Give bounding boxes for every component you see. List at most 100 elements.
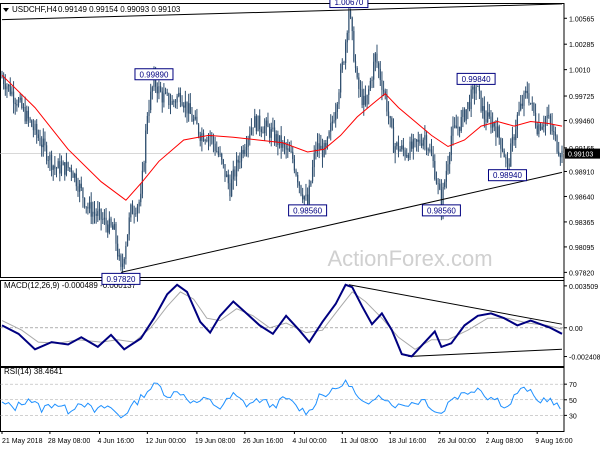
candle-body	[382, 89, 385, 92]
candle-body	[275, 134, 277, 143]
candle-body	[37, 134, 39, 139]
candle-body	[536, 125, 538, 135]
candle-body	[303, 196, 305, 200]
x-tick-label: 4 Jun 16:00	[97, 438, 134, 445]
candle-body	[288, 148, 291, 152]
candle-body	[346, 32, 348, 43]
candle-body	[487, 112, 489, 123]
candle-body	[404, 150, 406, 157]
candle-body	[183, 105, 185, 108]
candle-body	[54, 165, 56, 169]
candle-body	[231, 179, 233, 197]
candle-body	[452, 125, 454, 136]
price-panel-frame	[0, 3, 565, 278]
candle-body	[539, 124, 542, 130]
candle-body	[402, 145, 405, 151]
ohlc-readout: 0.99149 0.99154 0.99093 0.99103	[58, 5, 181, 14]
dropdown-triangle-icon[interactable]	[3, 8, 9, 12]
candle-body	[318, 143, 320, 151]
candle-body	[262, 131, 264, 134]
candle-body	[196, 116, 198, 125]
candle-body	[179, 92, 182, 103]
candle-body	[115, 223, 117, 244]
candle-body	[516, 114, 518, 130]
candle-body	[272, 127, 274, 130]
candle-body	[356, 67, 358, 78]
x-tick-label: 2 Aug 08:00	[486, 438, 523, 445]
x-tick-label: 26 Jun 16:00	[243, 438, 284, 445]
candle-body	[202, 133, 205, 141]
candle-body	[460, 116, 462, 131]
candle-body	[29, 118, 31, 121]
candle-body	[126, 234, 129, 246]
candle-body	[548, 115, 550, 117]
candle-body	[549, 116, 552, 124]
candle-body	[257, 115, 259, 132]
y-tick-label: 50	[569, 398, 577, 405]
candle-body	[429, 149, 431, 151]
candle-body	[110, 218, 112, 226]
candle-body	[406, 155, 408, 157]
candle-body	[186, 101, 188, 114]
candle-body	[70, 167, 72, 173]
candle-body	[293, 159, 295, 171]
candle-body	[331, 121, 333, 124]
candle-body	[371, 79, 373, 81]
candle-body	[50, 154, 53, 170]
candle-body	[300, 185, 302, 195]
candle-body	[374, 53, 376, 62]
candle-body	[123, 258, 125, 264]
candle-body	[131, 204, 134, 215]
candle-body	[561, 151, 563, 158]
candle-body	[39, 138, 41, 145]
candle-body	[168, 93, 170, 106]
candle-body	[457, 126, 459, 129]
y-tick-label: 0.98365	[569, 220, 594, 227]
candle-body	[530, 102, 532, 104]
rsi-line	[1, 379, 561, 419]
candle-body	[27, 110, 30, 119]
candle-body	[475, 86, 477, 94]
candle-body	[495, 126, 497, 137]
candle-body	[264, 126, 266, 134]
candle-body	[242, 149, 244, 154]
candle-body	[462, 109, 464, 117]
candle-body	[439, 183, 441, 190]
macd-main-line	[1, 283, 563, 358]
candle-body	[164, 92, 167, 94]
candle-body	[399, 149, 401, 152]
candle-body	[559, 155, 561, 158]
candle-body	[416, 139, 418, 142]
candle-body	[166, 92, 168, 94]
candle-body	[92, 211, 94, 217]
candle-body	[287, 148, 289, 150]
candle-body	[513, 136, 515, 141]
y-tick-label: 0.003509	[569, 284, 598, 291]
annotation-box	[101, 272, 141, 285]
candle-body	[376, 53, 378, 64]
candle-body	[55, 168, 58, 169]
candle-body	[368, 89, 370, 95]
candle-body	[412, 139, 414, 149]
candle-body	[146, 115, 148, 131]
candle-body	[478, 85, 481, 91]
candle-body	[207, 136, 210, 142]
candle-body	[34, 123, 36, 131]
candle-body	[229, 183, 231, 197]
candle-body	[159, 86, 162, 92]
candle-body	[151, 87, 153, 92]
price-annotation: 0.98940	[487, 169, 527, 182]
candle-body	[420, 143, 423, 146]
candle-body	[430, 149, 433, 156]
candle-body	[526, 90, 528, 94]
candle-body	[161, 91, 163, 103]
candle-body	[389, 116, 391, 119]
candle-body	[102, 219, 104, 220]
candle-body	[483, 106, 485, 120]
candle-body	[85, 206, 87, 208]
candle-body	[249, 134, 251, 139]
candle-body	[67, 162, 69, 168]
candle-body	[292, 151, 294, 160]
candle-body	[82, 188, 84, 198]
